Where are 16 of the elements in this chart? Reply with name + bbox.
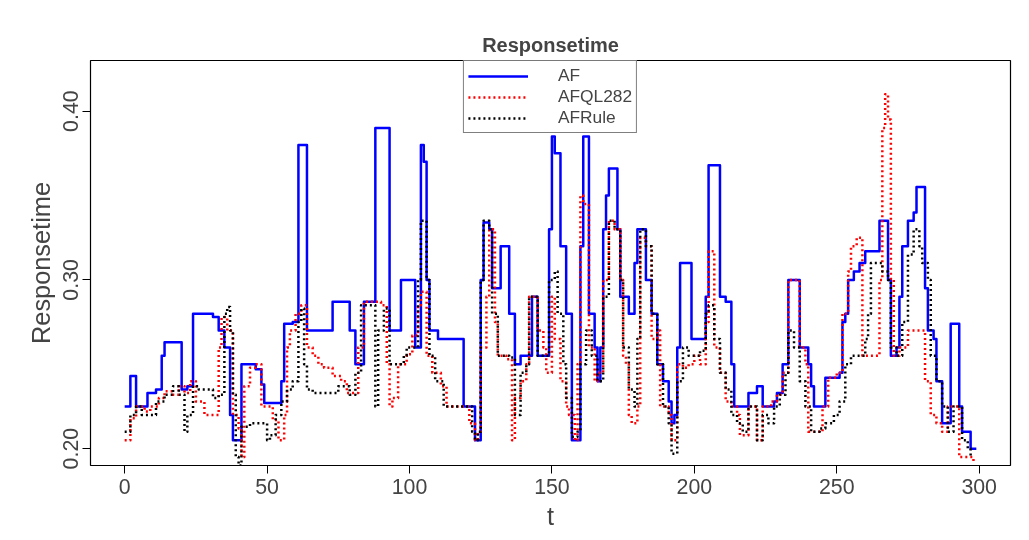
x-axis-title: t [546, 501, 555, 530]
y-axis-title: Responsetime [26, 182, 55, 344]
x-tick-label: 50 [255, 474, 280, 499]
x-tick-label: 0 [118, 474, 131, 499]
x-tick-label: 250 [818, 474, 855, 499]
legend-label: AFRule [557, 107, 616, 128]
chart-title: Responsetime [482, 33, 619, 56]
x-tick-label: 150 [534, 474, 570, 499]
y-tick-label: 0.20 [58, 427, 83, 470]
legend-label: AF [557, 65, 581, 86]
x-tick-label: 200 [676, 474, 713, 499]
y-tick-label: 0.40 [58, 90, 83, 132]
y-tick-label: 0.30 [58, 258, 83, 301]
x-tick-label: 300 [961, 474, 998, 499]
legend-label: AFQL282 [557, 86, 633, 107]
x-tick-label: 100 [391, 474, 428, 499]
